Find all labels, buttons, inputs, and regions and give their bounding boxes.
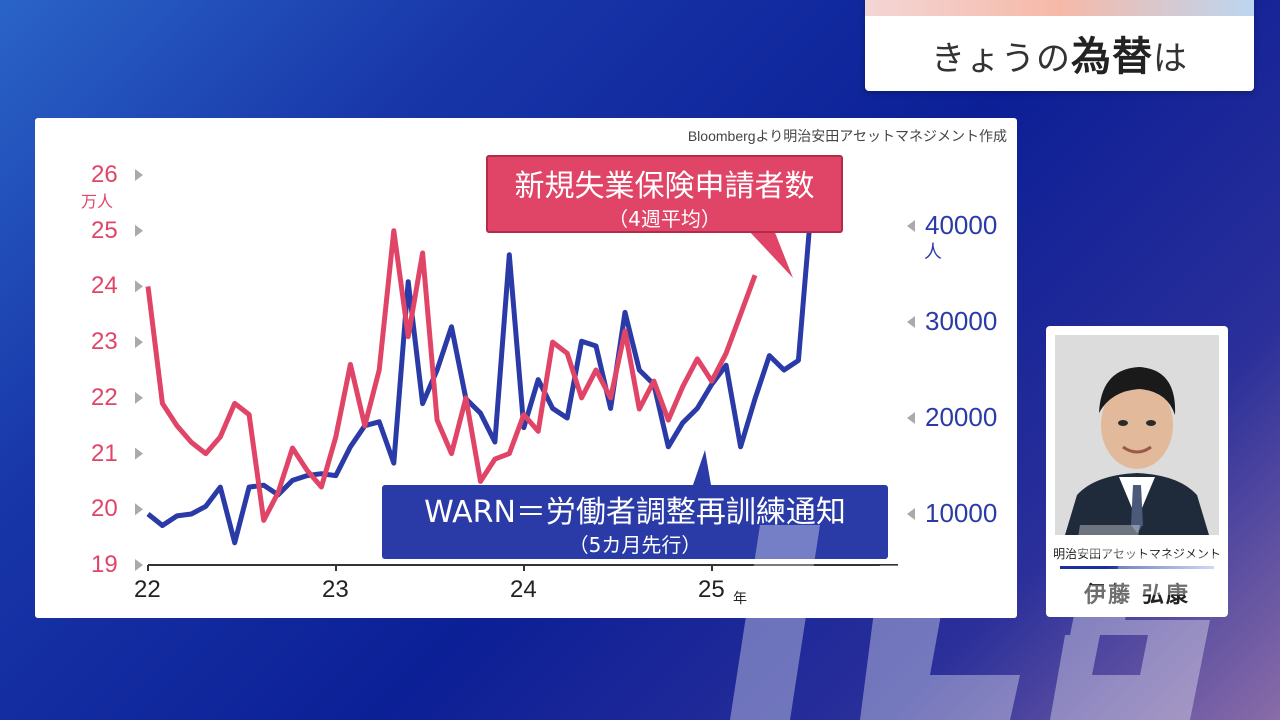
person-silhouette-icon (1055, 335, 1219, 535)
blue-callout-pointer (693, 450, 711, 485)
left-axis-tick-label: 26 (91, 161, 118, 188)
blue-callout-title: WARN＝労働者調整再訓練通知 (424, 495, 846, 530)
left-axis-tick-marker (135, 447, 143, 460)
chart-canvas (135, 169, 915, 571)
left-axis-tick-label: 19 (91, 551, 118, 578)
x-axis-tick-label: 23 (322, 576, 349, 603)
title-banner: きょうの為替は (865, 0, 1254, 91)
left-axis-tick-marker (135, 280, 143, 293)
left-axis-tick-marker (135, 503, 143, 516)
right-axis-tick-marker (907, 316, 915, 328)
right-axis-tick-marker (907, 220, 915, 232)
x-axis-tick-label: 24 (510, 576, 537, 603)
red-series-callout: 新規失業保険申請者数 （4週平均） (486, 155, 843, 233)
left-axis-tick-label: 25 (91, 216, 118, 244)
chart-panel: Bloombergより明治安田アセットマネジメント作成 新規失業保険申請者数 （… (35, 118, 1017, 618)
right-axis-unit: 人 (924, 242, 942, 262)
left-axis-tick-label: 24 (91, 272, 118, 300)
chart-source: Bloombergより明治安田アセットマネジメント作成 (687, 128, 1007, 144)
right-axis-tick-label: 20000 (925, 402, 998, 432)
title-part2: 為替 (1071, 34, 1153, 80)
commentator-organization: 明治安田アセットマネジメント (1053, 547, 1221, 561)
right-axis-tick-label: 40000 (925, 210, 998, 240)
left-axis-unit: 万人 (81, 194, 114, 211)
blue-callout-subtitle: （5カ月先行） (568, 533, 702, 557)
red-callout-pointer (748, 230, 793, 278)
title-accent-strip (865, 0, 1254, 16)
x-axis-tick-label: 22 (134, 576, 161, 603)
right-axis-tick-marker (907, 412, 915, 424)
left-axis-tick-label: 23 (91, 328, 118, 356)
broadcaster-logo-watermark (730, 525, 1220, 720)
left-axis-tick-marker (135, 224, 143, 237)
right-axis-tick-marker (907, 508, 915, 520)
commentator-card: 明治安田アセットマネジメント 伊藤 弘康 (1046, 326, 1228, 617)
title-part3: は (1153, 39, 1188, 79)
x-axis-unit: 年 (733, 590, 747, 606)
left-axis-tick-label: 21 (91, 439, 118, 467)
commentator-photo (1055, 335, 1219, 535)
commentator-name: 伊藤 弘康 (1084, 583, 1190, 608)
left-axis-tick-marker (135, 559, 143, 571)
right-axis-tick-label: 30000 (925, 306, 998, 336)
left-axis-tick-marker (135, 391, 143, 404)
title-part1: きょうの (931, 39, 1071, 79)
left-axis-tick-label: 20 (91, 495, 118, 523)
title-text: きょうの為替は (865, 24, 1254, 82)
red-callout-title: 新規失業保険申請者数 (514, 169, 815, 204)
left-axis-tick-marker (135, 169, 143, 181)
blue-series-callout: WARN＝労働者調整再訓練通知 （5カ月先行） (382, 485, 888, 559)
right-axis-tick-label: 10000 (925, 498, 998, 528)
series-line-jobless-claims (145, 228, 758, 523)
left-axis-tick-marker (135, 336, 143, 349)
x-axis-tick-label: 25 (698, 576, 725, 603)
red-callout-subtitle: （4週平均） (608, 207, 721, 231)
organization-underline (1060, 566, 1214, 569)
left-axis-tick-label: 22 (91, 383, 118, 411)
